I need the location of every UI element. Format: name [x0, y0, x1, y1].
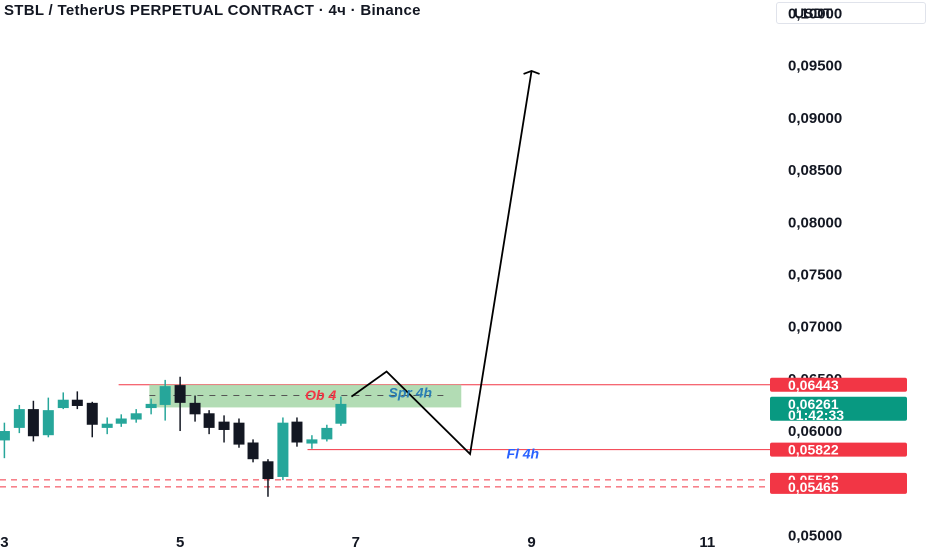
- y-tick-label: 0,07000: [788, 319, 842, 336]
- x-tick-label: 7: [352, 534, 360, 550]
- candle-11: [159, 379, 171, 421]
- time-axis: 3 5 7 9 11: [0, 534, 715, 550]
- candle-18: [262, 459, 274, 497]
- candle-body: [321, 427, 333, 440]
- candle-body: [203, 413, 215, 428]
- candle-body: [71, 399, 83, 406]
- candle-17: [247, 439, 259, 463]
- candles: [0, 376, 347, 497]
- candle-body: [335, 403, 347, 424]
- candle-14: [203, 410, 215, 435]
- candle-9: [130, 409, 142, 423]
- annotations: Ob 4 Spr 4h Fl 4h: [305, 384, 539, 461]
- order-block-zone: [149, 384, 462, 408]
- candle-body: [86, 402, 98, 425]
- price-tag-2[interactable]: 0,05822: [770, 442, 907, 458]
- price-tag-bg: [770, 479, 907, 494]
- candle-body: [291, 421, 303, 443]
- candle-3: [42, 397, 54, 438]
- price-axis: 0,10000 0,09500 0,09000 0,08500 0,08000 0,075…: [788, 6, 842, 545]
- price-tag-text: 0,06261: [788, 396, 839, 412]
- candle-22: [321, 424, 333, 442]
- price-tag-text: 0,05822: [788, 442, 839, 458]
- candle-body: [174, 385, 186, 403]
- price-tag-text: 0,06443: [788, 377, 839, 393]
- candle-body: [13, 409, 25, 428]
- projection-arrowhead: [523, 70, 540, 75]
- annotation-ob: Ob 4: [305, 387, 336, 403]
- price-tag-bg: [770, 377, 907, 392]
- y-tick-label: 0,09000: [788, 110, 842, 127]
- candle-13: [189, 395, 201, 422]
- projection-line: [350, 70, 533, 456]
- candle-2: [27, 400, 39, 442]
- candle-body: [0, 431, 10, 441]
- candle-body: [115, 418, 127, 424]
- zone-rect: [149, 384, 462, 408]
- candle-10: [145, 398, 157, 415]
- candle-body: [27, 409, 39, 437]
- candle-8: [115, 414, 127, 427]
- candle-4: [57, 392, 69, 410]
- candle-0: [0, 422, 10, 459]
- candle-body: [233, 422, 245, 445]
- currency-label[interactable]: USDT: [776, 2, 926, 24]
- candle-1: [13, 404, 25, 434]
- candle-body: [57, 399, 69, 409]
- price-tag-text: 01:42:33: [788, 407, 844, 423]
- candle-19: [277, 417, 289, 481]
- candle-16: [233, 418, 245, 448]
- y-tick-label: 0,08000: [788, 214, 842, 231]
- chart-title: STBL / TetherUS PERPETUAL CONTRACT · 4ч …: [4, 2, 421, 19]
- x-tick-label: 9: [527, 534, 535, 550]
- projection-path: [350, 70, 540, 456]
- price-tag-0[interactable]: 0,06443: [770, 377, 907, 393]
- candle-body: [189, 402, 201, 415]
- price-tag-bg: [770, 396, 907, 421]
- candle-6: [86, 401, 98, 438]
- candle-body: [101, 423, 113, 428]
- x-tick-label: 3: [0, 534, 8, 550]
- candle-body: [145, 403, 157, 409]
- y-tick-label: 0,10000: [788, 6, 842, 23]
- annotation-spr: Spr 4h: [389, 384, 433, 400]
- y-tick-label: 0,08500: [788, 162, 842, 179]
- candle-body: [247, 442, 259, 460]
- candle-12: [174, 376, 186, 432]
- y-tick-label: 0,06000: [788, 423, 842, 440]
- candle-21: [306, 435, 318, 449]
- candle-body: [218, 421, 230, 430]
- candle-5: [71, 391, 83, 410]
- candle-7: [101, 417, 113, 435]
- y-tick-label: 0,05000: [788, 527, 842, 544]
- candle-body: [42, 410, 54, 436]
- candle-body: [277, 422, 289, 477]
- x-tick-label: 5: [176, 534, 184, 550]
- candle-15: [218, 415, 230, 443]
- candle-23: [335, 396, 347, 426]
- annotation-fl: Fl 4h: [506, 445, 539, 461]
- price-tags: 0,064430,0626101:42:330,058220,055320,05…: [770, 377, 907, 495]
- y-tick-label: 0,09500: [788, 58, 842, 75]
- price-tag-4[interactable]: 0,05465: [770, 479, 907, 495]
- x-tick-label: 11: [699, 534, 715, 550]
- price-tag-text: 0,05465: [788, 479, 839, 495]
- candle-body: [306, 439, 318, 444]
- candle-body: [130, 413, 142, 420]
- candle-body: [262, 461, 274, 480]
- y-tick-label: 0,07500: [788, 266, 842, 283]
- candle-body: [159, 386, 171, 405]
- price-tag-bg: [770, 442, 907, 457]
- candle-20: [291, 417, 303, 447]
